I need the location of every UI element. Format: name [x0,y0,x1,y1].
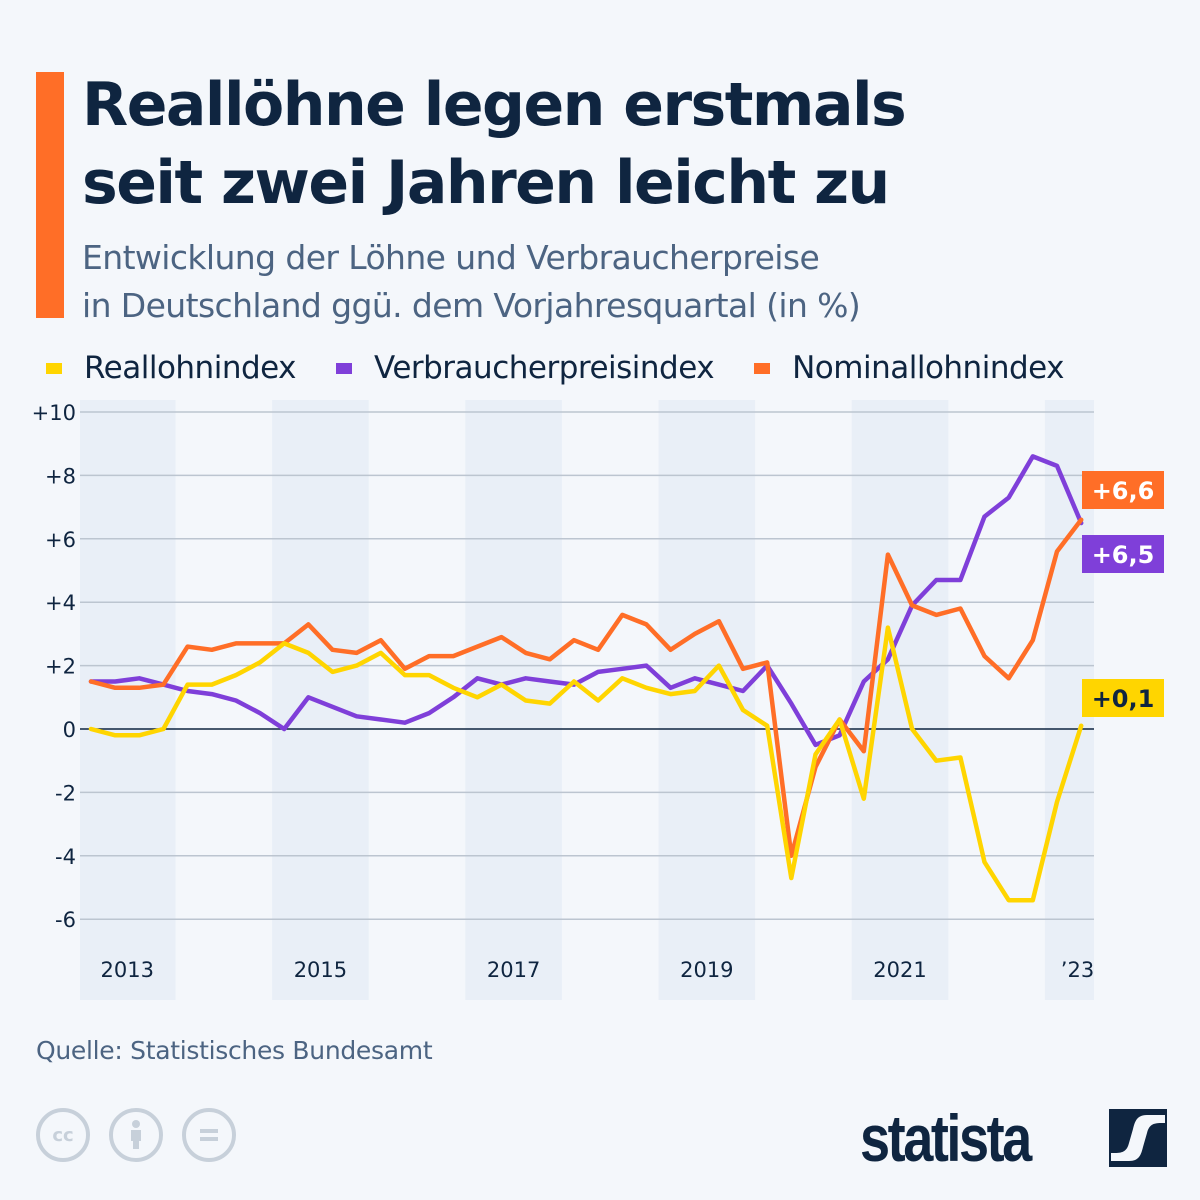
year-band [80,400,176,1000]
y-tick-label: +6 [45,528,76,552]
y-tick-label: +10 [32,401,76,425]
legend: Reallohnindex Verbraucherpreisindex Nomi… [46,350,1104,386]
statista-logo[interactable]: statista [860,1100,1167,1176]
title-line-1: Reallöhne legen erstmals [82,70,907,140]
person-glyph [131,1120,141,1149]
y-tick-label: +4 [45,591,76,615]
y-tick-label: -6 [55,908,76,932]
legend-item-verbraucherpreis: Verbraucherpreisindex [336,350,715,386]
subtitle-line-1: Entwicklung der Löhne und Verbraucherpre… [82,238,820,277]
title-line-2: seit zwei Jahren leicht zu [82,148,890,218]
attribution-icon[interactable] [109,1108,163,1162]
source-note: Quelle: Statistisches Bundesamt [36,1036,433,1065]
legend-swatch-reallohn [46,362,62,374]
x-tick-label: 2015 [294,958,347,982]
legend-label-verbraucherpreis: Verbraucherpreisindex [374,350,715,386]
legend-item-reallohn: Reallohnindex [46,350,297,386]
year-band [851,400,949,1000]
y-tick-label: +2 [45,655,76,679]
x-tick-label: 2017 [487,958,540,982]
series-line-nominallohnindex [88,517,1084,859]
x-tick-label: 2013 [100,958,153,982]
y-tick-label: 0 [63,718,76,742]
series-lines [88,454,1084,903]
x-tick-label: ’23 [1061,958,1094,982]
no-derivatives-icon[interactable] [182,1108,236,1162]
series-line-reallohnindex [88,625,1084,903]
legend-item-nominallohn: Nominallohnindex [754,350,1065,386]
series-line-verbraucherpreisindex [88,454,1084,748]
y-axis-ticks: +10 +8 +6 +4 +2 0 -2 -4 -6 [32,401,76,932]
end-label-nominallohnindex: +6,6 [1092,477,1155,505]
x-tick-label: 2019 [680,958,733,982]
end-label-box [1082,679,1164,717]
logo-text: statista [860,1101,1032,1175]
cc-icon-text: cc [52,1124,74,1146]
legend-swatch-nominallohn [754,362,771,374]
x-tick-label: 2021 [873,958,926,982]
x-axis-year-labels: 2013 2015 2017 2019 2021 ’23 [100,958,1094,982]
y-tick-label: -2 [55,781,76,805]
subtitle-line-2: in Deutschland ggü. dem Vorjahresquartal… [82,286,861,325]
legend-label-nominallohn: Nominallohnindex [792,350,1065,386]
y-tick-label: -4 [55,845,76,869]
y-tick-label: +8 [45,464,76,488]
gridlines [80,411,1094,920]
legend-label-reallohn: Reallohnindex [84,350,297,386]
subtitle: Entwicklung der Löhne und Verbraucherpre… [82,234,1182,330]
cc-icon[interactable]: cc [36,1108,90,1162]
legend-swatch-verbraucherpreis [336,362,353,374]
year-band [465,400,562,1000]
end-label-verbraucherpreisindex: +6,5 [1092,541,1155,569]
equals-glyph [200,1129,218,1141]
end-value-labels: +6,6 +6,5 +0,1 [1082,471,1164,717]
end-label-reallohnindex: +0,1 [1092,685,1155,713]
accent-bar [36,72,64,318]
end-label-box [1082,535,1164,573]
end-label-box [1082,471,1164,509]
year-band [658,400,756,1000]
page-title: Reallöhne legen erstmals seit zwei Jahre… [82,66,1182,222]
line-chart: +10 +8 +6 +4 +2 0 -2 -4 -6 2013 2015 2017 2019 2021 ’… [32,400,1164,1000]
statista-logo-mark-icon [1109,1109,1167,1167]
license-icons: cc [36,1108,255,1162]
